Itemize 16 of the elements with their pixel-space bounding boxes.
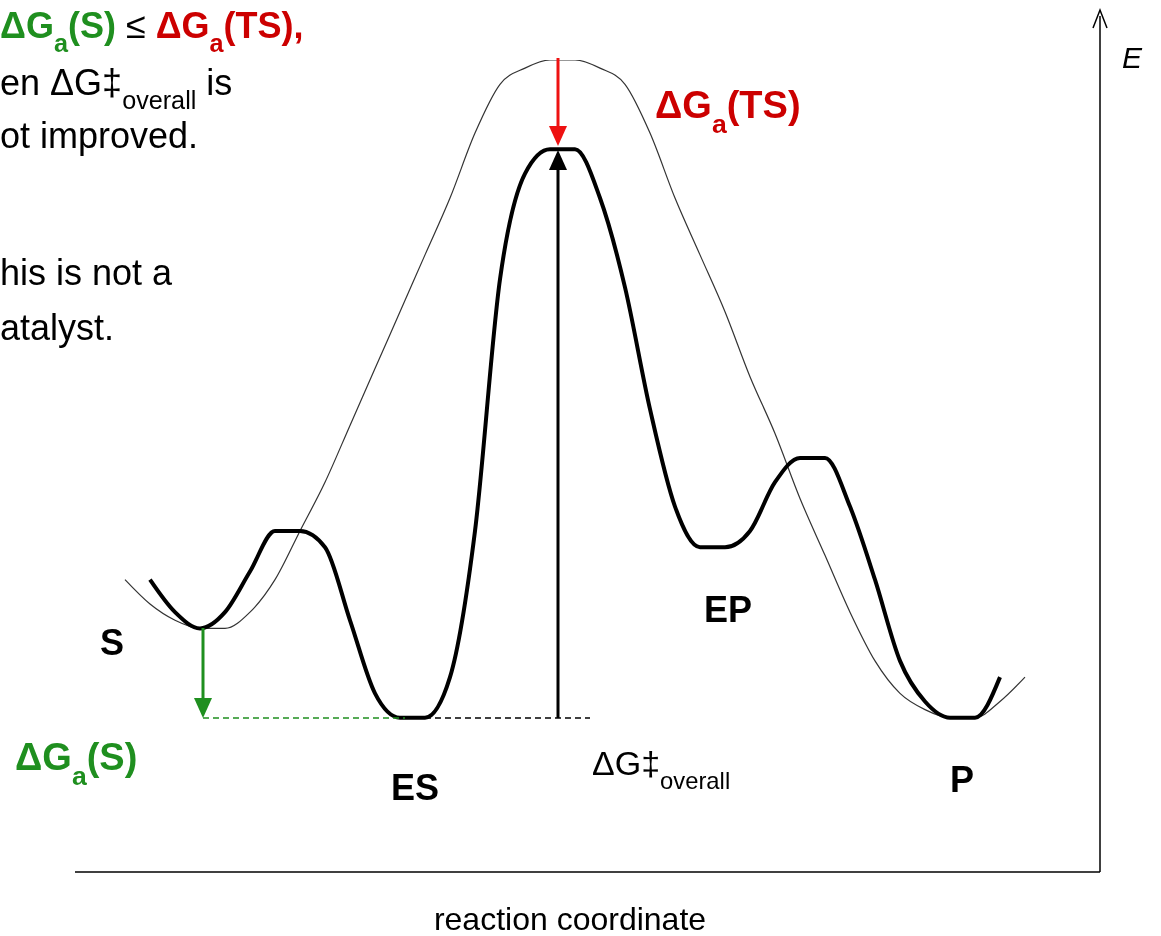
y-axis-title: E (1122, 41, 1143, 74)
annotation: ES (390, 767, 440, 808)
annotation: ot improved. (0, 115, 199, 156)
annotation: EP (703, 589, 753, 630)
x-axis-title: reaction coordinate (433, 901, 707, 936)
annotation: P (949, 759, 975, 800)
text: ΔG$_{a}$(S) (0, 5, 116, 57)
annotation: en ΔG‡$_{overall}$ is (0, 62, 233, 114)
annotation: ΔG‡$_{overall}$ (592, 744, 731, 794)
text: ≤ (125, 5, 146, 46)
annotation: atalyst. (0, 307, 115, 348)
annotation: ΔG$_{a}$(S) (15, 736, 138, 791)
annotation: his is not a (0, 252, 174, 293)
annotation: ΔG$_{a}$(TS) (655, 84, 801, 139)
text: ΔG$_{a}$(TS), (155, 5, 304, 57)
annotation: S (99, 622, 125, 663)
